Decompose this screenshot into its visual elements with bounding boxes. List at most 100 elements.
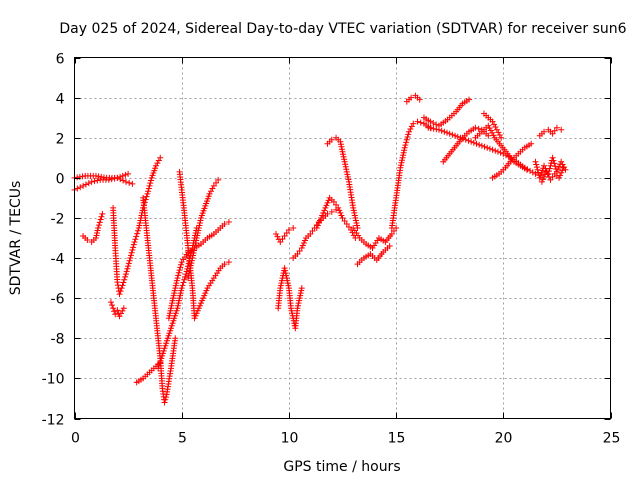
data-marker-s5 [134, 230, 141, 237]
data-point-s15 [339, 214, 346, 221]
data-marker-s22 [481, 143, 488, 150]
data-marker-s12 [282, 270, 289, 277]
data-marker-s28 [559, 161, 566, 168]
data-marker-s7 [162, 394, 169, 401]
data-point-s15 [343, 220, 350, 227]
data-point-s2 [122, 178, 129, 185]
data-point-s20 [416, 96, 423, 103]
data-marker-s15 [323, 202, 330, 209]
data-marker-s8 [176, 297, 183, 304]
data-marker-s16 [340, 153, 347, 160]
data-point-s2 [129, 180, 136, 187]
data-marker-s15 [336, 207, 343, 214]
data-marker-s29 [559, 167, 566, 174]
data-marker-s10 [173, 277, 180, 284]
data-marker-s8 [169, 320, 176, 327]
data-marker-s15 [315, 219, 322, 226]
data-point-s28 [541, 162, 548, 169]
data-marker-s12 [295, 300, 302, 307]
data-marker-s16 [343, 166, 350, 173]
data-marker-s8 [158, 355, 165, 362]
data-marker-s15 [333, 201, 340, 208]
data-marker-s11 [192, 240, 199, 247]
data-point-s18 [386, 243, 393, 250]
data-marker-s5 [147, 180, 154, 187]
data-point-s16 [350, 204, 357, 211]
data-marker-s22 [449, 131, 456, 138]
data-marker-s11 [195, 224, 202, 231]
data-marker-s15 [324, 199, 331, 206]
data-point-s27 [541, 128, 548, 135]
data-point-s9 [221, 261, 228, 268]
axis-ticks: 0 5 10 15 20 25 -12 -10 -8 -6 -4 -2 0 2 4 6 [42, 52, 621, 447]
data-point-s22 [425, 124, 432, 131]
data-marker-s29 [544, 171, 551, 178]
data-marker-s28 [554, 166, 561, 173]
data-marker-s15 [316, 217, 323, 224]
data-point-s19 [405, 128, 412, 135]
data-marker-s16 [353, 222, 360, 229]
data-marker-s8 [173, 307, 180, 314]
data-point-s8 [167, 325, 174, 332]
data-point-s3 [99, 210, 106, 217]
data-marker-s28 [550, 157, 557, 164]
data-marker-s1 [74, 174, 81, 181]
data-marker-s15 [319, 212, 326, 219]
data-point-s20 [408, 94, 415, 101]
data-point-s21 [427, 118, 434, 125]
data-marker-s19 [405, 131, 412, 138]
data-point-s5 [152, 162, 159, 169]
data-marker-s2 [85, 180, 92, 187]
data-marker-s19 [403, 136, 410, 143]
data-marker-s8 [179, 282, 186, 289]
data-marker-s8 [174, 302, 181, 309]
data-marker-s10 [170, 292, 177, 299]
data-marker-s8 [156, 360, 163, 367]
data-marker-s15 [325, 197, 332, 204]
data-point-s2 [105, 176, 112, 183]
data-marker-s11 [192, 242, 199, 249]
data-marker-s19 [408, 123, 415, 130]
data-marker-s5 [127, 252, 134, 259]
data-point-s16 [337, 138, 344, 145]
data-marker-s22 [444, 129, 451, 136]
data-marker-s12 [296, 295, 303, 302]
data-point-s11 [189, 255, 196, 262]
data-marker-s8 [168, 322, 175, 329]
data-marker-s1 [122, 171, 129, 178]
data-point-s5 [157, 154, 164, 161]
data-marker-s10 [171, 290, 178, 297]
data-marker-s19 [417, 119, 424, 126]
data-marker-s10 [175, 272, 182, 279]
data-marker-s19 [403, 139, 410, 146]
data-marker-s28 [533, 161, 540, 168]
data-marker-s22 [484, 144, 491, 151]
data-marker-s11 [193, 237, 200, 244]
chart-title: Day 025 of 2024, Sidereal Day-to-day VTE… [59, 21, 626, 37]
data-point-s15 [313, 224, 320, 231]
data-marker-s5 [117, 288, 124, 295]
data-marker-s28 [533, 164, 540, 171]
data-marker-s8 [159, 350, 166, 357]
data-point-s2 [114, 174, 121, 181]
data-point-s2 [80, 182, 87, 189]
data-marker-s11 [191, 247, 198, 254]
data-point-s29 [547, 176, 554, 183]
data-point-s5 [144, 190, 151, 197]
data-marker-s5 [136, 219, 143, 226]
x-tick-label: 15 [388, 431, 406, 447]
data-marker-s2 [74, 185, 81, 192]
data-marker-s11 [196, 219, 203, 226]
data-point-s14 [328, 208, 335, 215]
data-marker-s8 [155, 362, 162, 369]
data-marker-s10 [175, 269, 182, 276]
data-point-s2 [88, 178, 95, 185]
data-marker-s3 [97, 216, 104, 223]
data-marker-s15 [337, 209, 344, 216]
data-marker-s11 [191, 245, 198, 252]
data-marker-s11 [209, 185, 216, 192]
data-marker-s5 [154, 160, 161, 167]
data-marker-s13 [274, 233, 281, 240]
data-point-s14 [307, 230, 314, 237]
